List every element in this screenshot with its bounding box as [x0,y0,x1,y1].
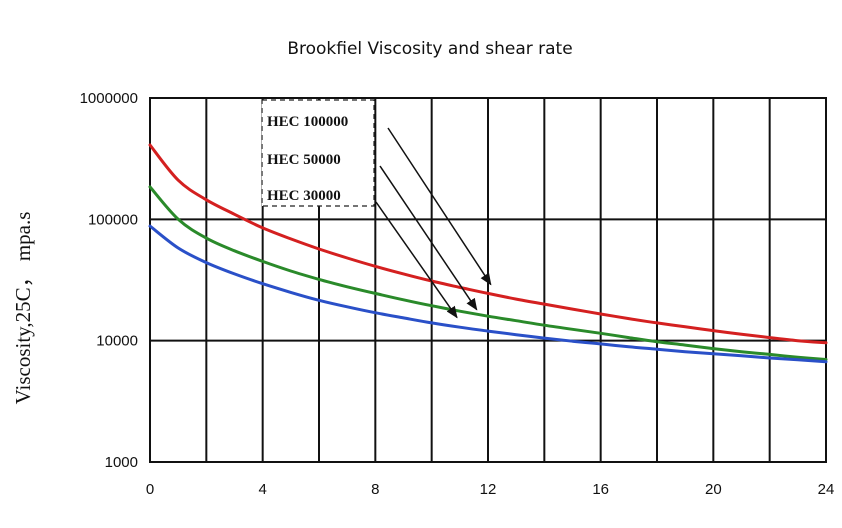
annotation-arrow [379,165,478,311]
x-tick-label: 4 [258,481,266,498]
tick-labels: 0 4 8 12 16 20 24 1000 10000 100000 1000000 [80,90,835,498]
annotation-arrow [387,127,492,286]
legend-entry: HEC 100000 [267,114,348,130]
series-line-hec-30000 [148,224,828,364]
x-tick-label: 8 [371,481,379,498]
x-tick-label: 24 [818,481,835,498]
series-line-hec-100000 [148,143,828,345]
x-tick-label: 20 [705,481,722,498]
y-tick-label: 1000000 [80,90,138,107]
series-lines [148,143,828,364]
legend-entry: HEC 50000 [267,152,341,168]
chart-title: Brookfiel Viscosity and shear rate [287,39,572,59]
y-tick-label: 10000 [96,333,138,350]
x-tick-label: 16 [592,481,609,498]
legend-entry: HEC 30000 [267,188,341,204]
x-tick-label: 12 [480,481,497,498]
x-tick-label: 0 [146,481,154,498]
annotation-arrow [375,201,458,319]
legend: HEC 100000 HEC 50000 HEC 30000 [261,99,375,207]
legend-frame [261,99,375,207]
plot-frame [149,97,827,463]
series-line-hec-50000 [148,185,828,361]
annotation-arrows [375,127,492,319]
y-axis-label: Viscosity,25C， mpa.s [11,212,35,405]
y-tick-label: 1000 [105,454,138,471]
y-tick-label: 100000 [88,211,138,228]
